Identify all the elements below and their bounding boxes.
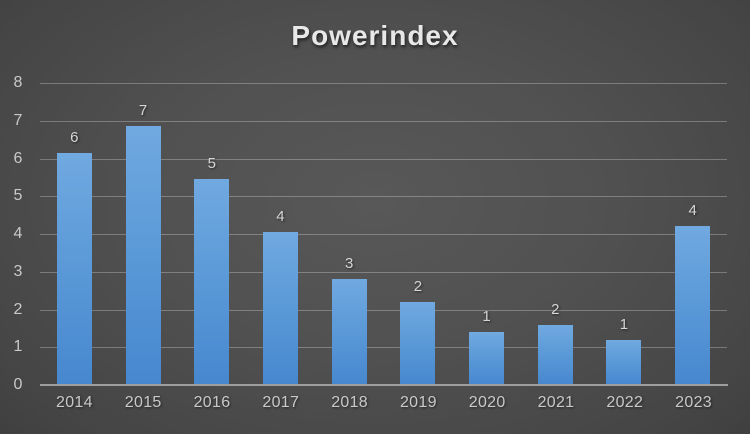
bar-value-label-2020: 1: [482, 308, 491, 326]
y-tick-label-4: 4: [13, 225, 23, 242]
y-tick-label-7: 7: [13, 111, 23, 129]
x-tick-label-2020: 2020: [468, 394, 506, 411]
y-tick-label-5: 5: [13, 187, 23, 205]
bar-2022: [606, 339, 642, 385]
bar-2020: [469, 332, 505, 385]
bar-2014: [56, 152, 92, 385]
bar-2016: [194, 179, 230, 385]
gridline-1: [40, 347, 727, 349]
x-tick-label-2015: 2015: [124, 394, 162, 411]
bar-value-label-2015: 7: [138, 102, 148, 120]
x-tick-label-2014: 2014: [56, 394, 93, 411]
bar-slot-2020: 1: [452, 83, 521, 385]
x-axis-line: [40, 384, 728, 386]
gridline-2: [40, 309, 727, 311]
bar-2019: [400, 301, 436, 385]
gridline-7: [40, 120, 727, 122]
x-tick-label-2021: 2021: [537, 394, 575, 411]
x-tick-label-2019: 2019: [399, 394, 437, 411]
bar-slot-2023: 4: [658, 83, 727, 385]
bar-2023: [675, 226, 711, 385]
x-tick-label-2016: 2016: [193, 394, 231, 411]
bar-value-label-2023: 4: [688, 202, 697, 220]
gridline-6: [40, 158, 727, 160]
gridline-8: [40, 83, 727, 84]
gridline-4: [40, 234, 727, 235]
y-tick-label-1: 1: [13, 338, 23, 356]
x-tick-label-2018: 2018: [331, 394, 368, 411]
bar-slot-2017: 4: [246, 83, 315, 385]
bar-value-label-2018: 3: [344, 255, 354, 273]
chart-title: Powerindex: [291, 20, 459, 51]
bar-2015: [125, 126, 161, 385]
bar-2021: [537, 324, 573, 385]
bar-slot-2021: 2: [521, 83, 590, 385]
x-axis-tick-labels: 2014 2015 2016 2017 2018 2019 2020 2021 2022 2023: [40, 394, 728, 412]
x-tick-label-2022: 2022: [606, 394, 644, 411]
bar-value-label-2016: 5: [207, 155, 216, 173]
y-tick-label-2: 2: [13, 300, 23, 318]
bar-value-label-2022: 1: [619, 315, 629, 333]
bar-slot-2016: 5: [177, 83, 246, 385]
bar-value-label-2021: 2: [551, 300, 560, 318]
bar-2018: [331, 279, 367, 385]
gridline-5: [40, 196, 727, 198]
plot-area: 6 7 5 4 3 2 1 2 1 4: [40, 83, 727, 385]
x-tick-label-2023: 2023: [675, 394, 712, 411]
bar-series: 6 7 5 4 3 2 1 2 1 4: [40, 83, 727, 385]
y-tick-label-6: 6: [13, 149, 23, 167]
bar-value-label-2019: 2: [413, 277, 423, 295]
y-tick-label-3: 3: [13, 262, 23, 280]
bar-slot-2022: 1: [590, 83, 659, 385]
bar-slot-2019: 2: [384, 83, 453, 385]
bar-value-label-2017: 4: [276, 208, 285, 226]
bar-2017: [262, 232, 298, 385]
x-tick-label-2017: 2017: [262, 394, 300, 411]
bar-slot-2018: 3: [315, 83, 384, 385]
gridline-3: [40, 271, 727, 273]
y-tick-label-8: 8: [13, 74, 23, 91]
bar-slot-2015: 7: [109, 83, 178, 385]
bar-value-label-2014: 6: [70, 128, 79, 146]
y-tick-label-0: 0: [13, 376, 23, 393]
bar-slot-2014: 6: [40, 83, 109, 385]
